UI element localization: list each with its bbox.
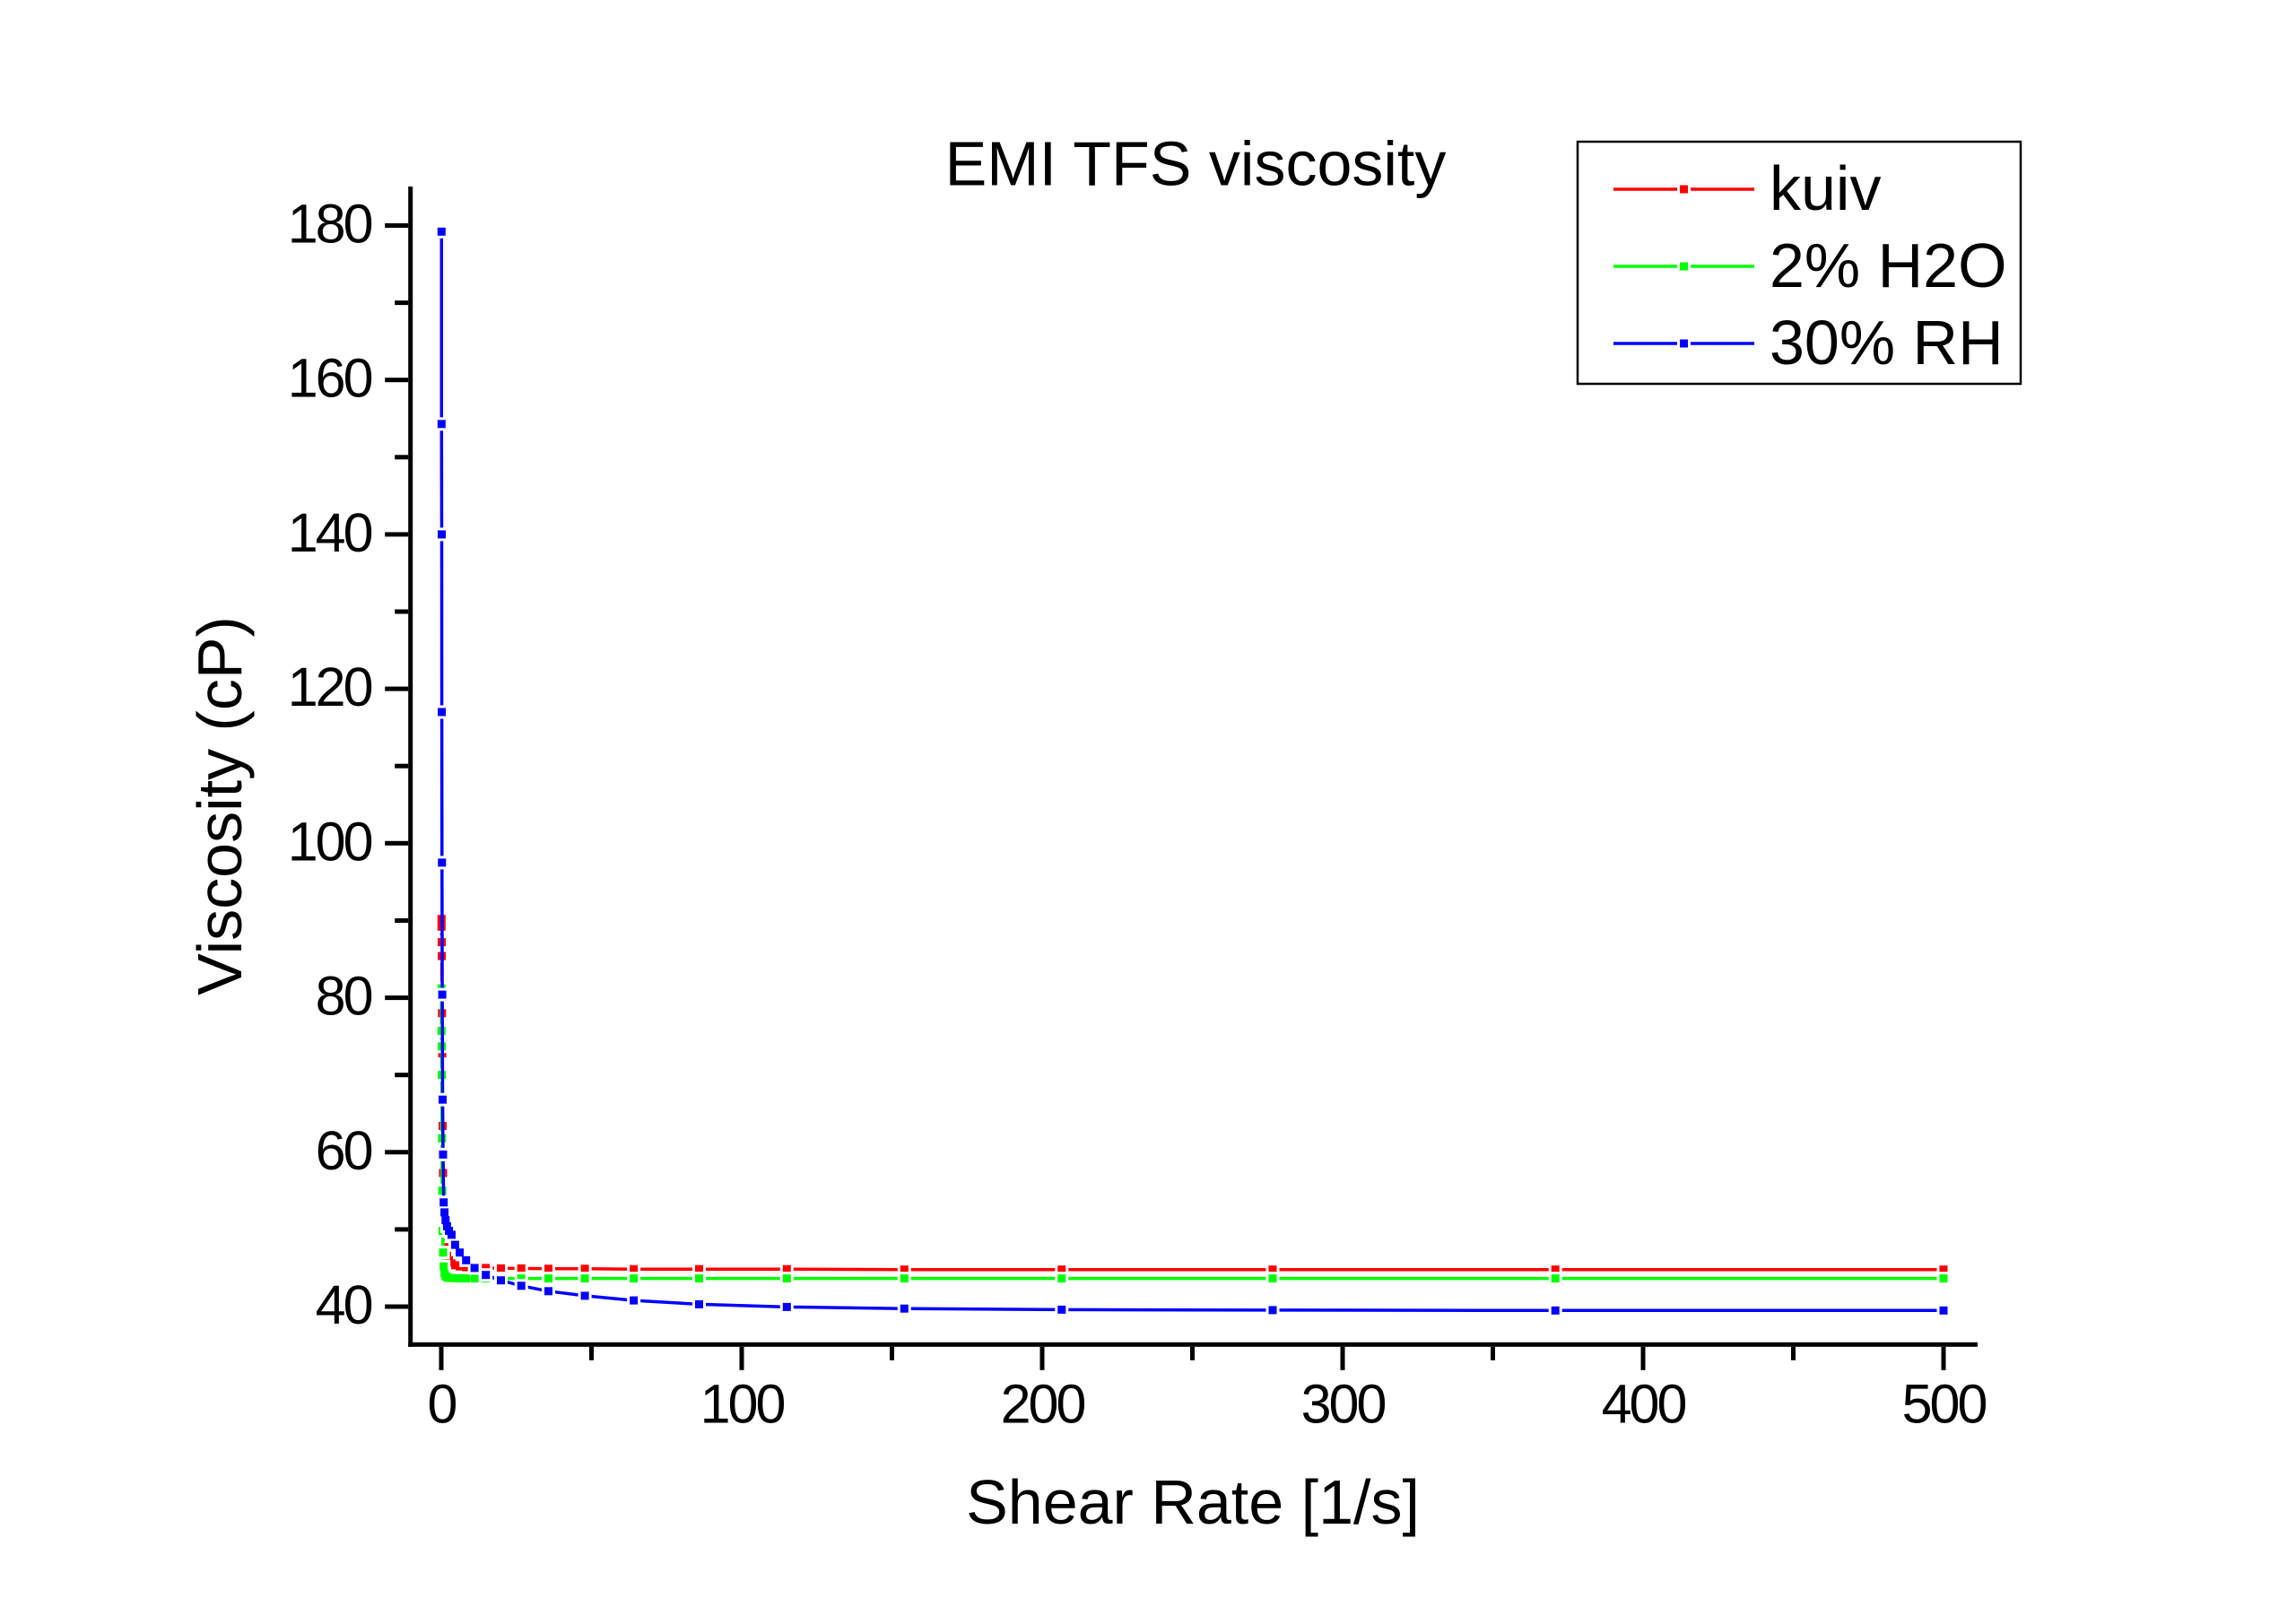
svg-text:140: 140 bbox=[288, 502, 372, 563]
svg-text:40: 40 bbox=[316, 1274, 372, 1335]
svg-text:Viscosity (cP): Viscosity (cP) bbox=[185, 616, 255, 995]
svg-text:180: 180 bbox=[288, 194, 372, 255]
svg-text:Shear Rate [1/s]: Shear Rate [1/s] bbox=[966, 1467, 1420, 1537]
svg-text:300: 300 bbox=[1301, 1374, 1386, 1435]
svg-text:120: 120 bbox=[288, 656, 372, 717]
svg-text:kuiv: kuiv bbox=[1770, 153, 1881, 223]
svg-text:0: 0 bbox=[428, 1374, 457, 1435]
svg-text:EMI TFS viscosity: EMI TFS viscosity bbox=[945, 129, 1447, 199]
svg-text:100: 100 bbox=[288, 811, 372, 872]
svg-text:100: 100 bbox=[700, 1374, 785, 1435]
svg-text:30% RH: 30% RH bbox=[1770, 308, 2004, 378]
svg-text:500: 500 bbox=[1902, 1374, 1987, 1435]
svg-text:2% H2O: 2% H2O bbox=[1770, 230, 2007, 300]
svg-text:80: 80 bbox=[316, 966, 372, 1027]
svg-text:160: 160 bbox=[288, 348, 372, 409]
svg-text:200: 200 bbox=[1001, 1374, 1085, 1435]
svg-text:60: 60 bbox=[316, 1120, 372, 1181]
svg-text:400: 400 bbox=[1602, 1374, 1686, 1435]
